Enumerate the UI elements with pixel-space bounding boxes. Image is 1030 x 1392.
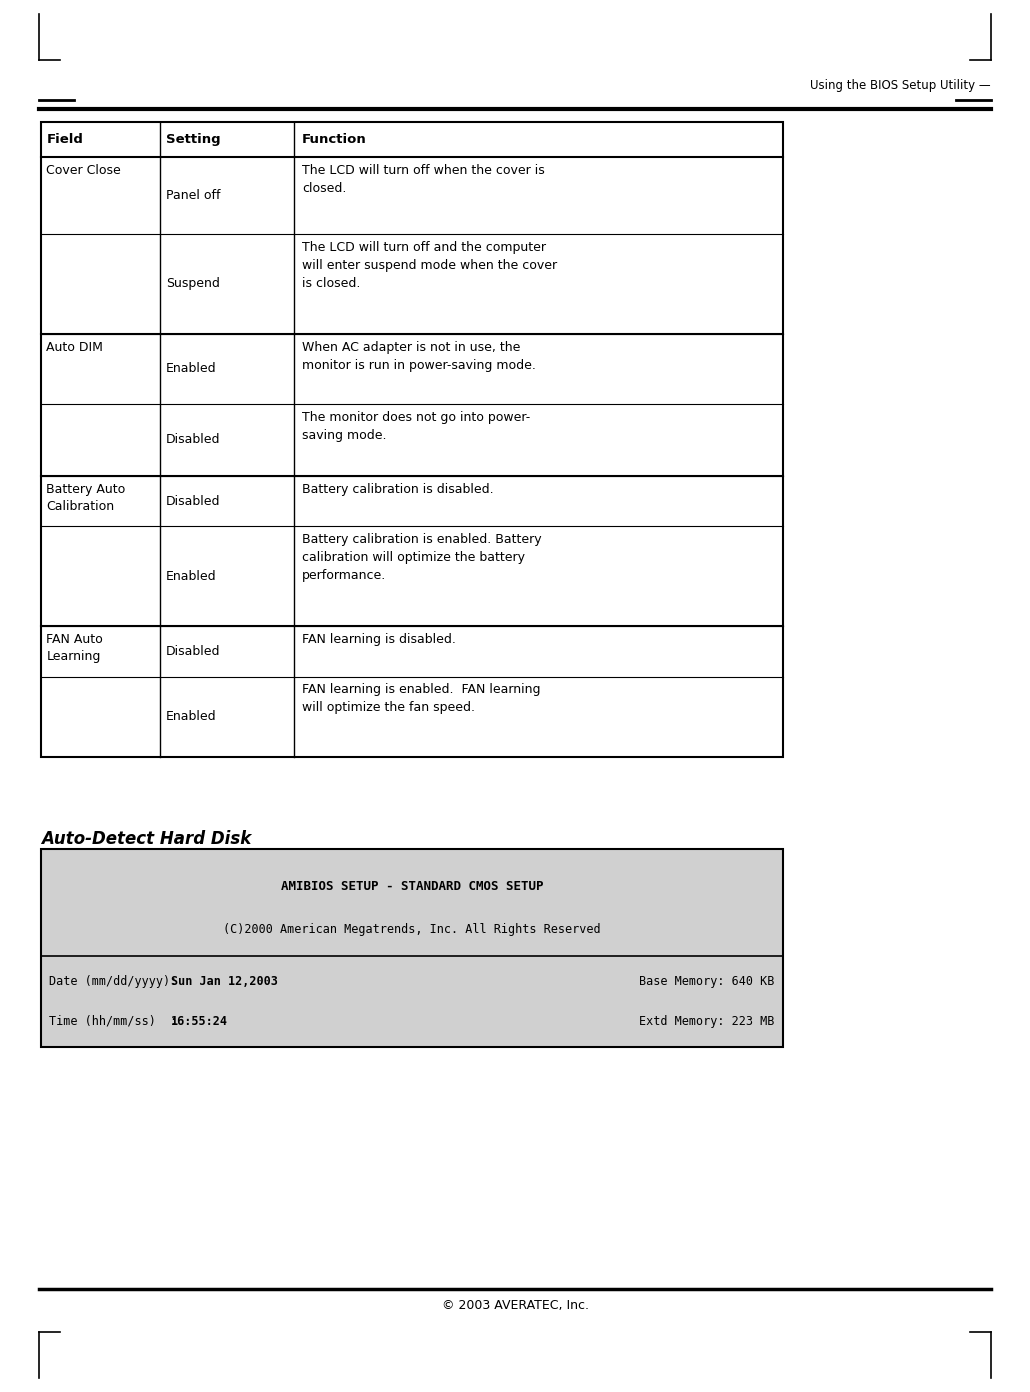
Text: Time (hh/mm/ss)  :: Time (hh/mm/ss) : — [49, 1015, 184, 1027]
Text: Function: Function — [302, 134, 367, 146]
Text: Setting: Setting — [166, 134, 220, 146]
Text: The LCD will turn off when the cover is
closed.: The LCD will turn off when the cover is … — [302, 164, 545, 195]
Text: Using the BIOS Setup Utility —: Using the BIOS Setup Utility — — [811, 79, 991, 92]
Text: Disabled: Disabled — [166, 433, 220, 447]
Text: Sun Jan 12,2003: Sun Jan 12,2003 — [171, 974, 278, 988]
Text: Date (mm/dd/yyyy):: Date (mm/dd/yyyy): — [49, 974, 184, 988]
Text: Base Memory: 640 KB: Base Memory: 640 KB — [640, 974, 775, 988]
Text: Extd Memory: 223 MB: Extd Memory: 223 MB — [640, 1015, 775, 1027]
Text: The LCD will turn off and the computer
will enter suspend mode when the cover
is: The LCD will turn off and the computer w… — [302, 241, 557, 290]
Text: Disabled: Disabled — [166, 494, 220, 508]
Text: When Auto-Detect Hard Disk is selected, the BIOS will automatically detect Pri. : When Auto-Detect Hard Disk is selected, … — [41, 864, 681, 896]
Text: Battery Auto
Calibration: Battery Auto Calibration — [46, 483, 126, 514]
Text: 16:55:24: 16:55:24 — [171, 1015, 228, 1027]
Bar — [41, 849, 783, 1047]
Text: When AC adapter is not in use, the
monitor is run in power-saving mode.: When AC adapter is not in use, the monit… — [302, 341, 536, 372]
Text: Auto DIM: Auto DIM — [46, 341, 103, 354]
Text: Cover Close: Cover Close — [46, 164, 122, 177]
Text: FAN Auto
Learning: FAN Auto Learning — [46, 633, 103, 664]
Text: Enabled: Enabled — [166, 710, 216, 724]
Text: Battery calibration is enabled. Battery
calibration will optimize the battery
pe: Battery calibration is enabled. Battery … — [302, 533, 542, 582]
Text: Battery calibration is disabled.: Battery calibration is disabled. — [302, 483, 493, 496]
Text: Enabled: Enabled — [166, 362, 216, 376]
Text: FAN learning is enabled.  FAN learning
will optimize the fan speed.: FAN learning is enabled. FAN learning wi… — [302, 683, 541, 714]
Text: © 2003 AVERATEC, Inc.: © 2003 AVERATEC, Inc. — [442, 1299, 588, 1313]
Text: (C)2000 American Megatrends, Inc. All Rights Reserved: (C)2000 American Megatrends, Inc. All Ri… — [224, 923, 600, 935]
Text: FAN learning is disabled.: FAN learning is disabled. — [302, 633, 455, 646]
Text: Enabled: Enabled — [166, 569, 216, 583]
Text: Auto-Detect Hard Disk: Auto-Detect Hard Disk — [41, 830, 251, 848]
Text: Disabled: Disabled — [166, 644, 220, 658]
Text: Panel off: Panel off — [166, 189, 220, 202]
Text: The monitor does not go into power-
saving mode.: The monitor does not go into power- savi… — [302, 411, 530, 441]
Text: Suspend: Suspend — [166, 277, 219, 291]
Text: AMIBIOS SETUP - STANDARD CMOS SETUP: AMIBIOS SETUP - STANDARD CMOS SETUP — [281, 880, 543, 894]
Bar — [41, 122, 783, 757]
Text: Field: Field — [46, 134, 83, 146]
